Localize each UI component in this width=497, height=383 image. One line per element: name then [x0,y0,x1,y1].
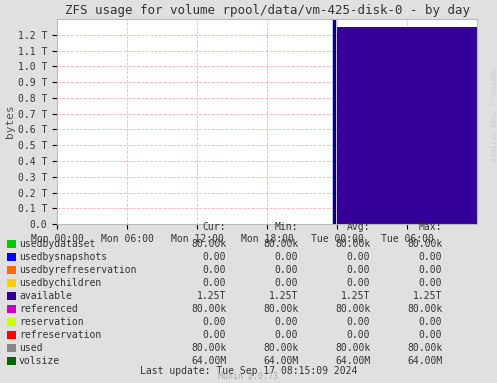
Text: 0.00: 0.00 [419,317,442,327]
Text: 64.00M: 64.00M [335,356,370,366]
Text: 0.00: 0.00 [275,317,298,327]
Text: 0.00: 0.00 [203,265,226,275]
Text: Max:: Max: [419,222,442,232]
Text: usedbyrefreservation: usedbyrefreservation [19,265,136,275]
Text: 0.00: 0.00 [203,317,226,327]
Text: 80.00k: 80.00k [191,343,226,353]
Text: 0.00: 0.00 [347,278,370,288]
Text: 0.00: 0.00 [347,265,370,275]
Text: volsize: volsize [19,356,60,366]
Text: Min:: Min: [275,222,298,232]
Text: refreservation: refreservation [19,330,101,340]
Text: 0.00: 0.00 [347,317,370,327]
Polygon shape [337,27,477,224]
Y-axis label: bytes: bytes [5,105,15,139]
Text: 0.00: 0.00 [203,252,226,262]
Text: available: available [19,291,72,301]
Text: 64.00M: 64.00M [263,356,298,366]
Text: RRDTOOL / TOBI OETIKER: RRDTOOL / TOBI OETIKER [489,68,495,162]
Text: usedbysnapshots: usedbysnapshots [19,252,107,262]
Text: 80.00k: 80.00k [263,239,298,249]
Text: 1.25T: 1.25T [413,291,442,301]
Text: Avg:: Avg: [347,222,370,232]
Text: Munin 2.0.73: Munin 2.0.73 [219,372,278,381]
Text: 0.00: 0.00 [203,330,226,340]
Text: 0.00: 0.00 [347,330,370,340]
Text: 1.25T: 1.25T [197,291,226,301]
Text: 0.00: 0.00 [419,330,442,340]
Text: 0.00: 0.00 [275,252,298,262]
Text: 1.25T: 1.25T [269,291,298,301]
Text: 80.00k: 80.00k [191,304,226,314]
Text: 64.00M: 64.00M [191,356,226,366]
Text: reservation: reservation [19,317,83,327]
Text: 80.00k: 80.00k [407,343,442,353]
Text: 80.00k: 80.00k [407,304,442,314]
Text: used: used [19,343,42,353]
Text: Last update: Tue Sep 17 08:15:09 2024: Last update: Tue Sep 17 08:15:09 2024 [140,366,357,376]
Text: 0.00: 0.00 [275,278,298,288]
Text: 80.00k: 80.00k [407,239,442,249]
Text: 0.00: 0.00 [419,252,442,262]
Text: usedbychildren: usedbychildren [19,278,101,288]
Text: 0.00: 0.00 [419,265,442,275]
Text: 0.00: 0.00 [347,252,370,262]
Text: 80.00k: 80.00k [191,239,226,249]
Text: 80.00k: 80.00k [263,343,298,353]
Text: 1.25T: 1.25T [341,291,370,301]
Text: referenced: referenced [19,304,78,314]
Text: usedbydataset: usedbydataset [19,239,95,249]
Text: 80.00k: 80.00k [335,239,370,249]
Text: Cur:: Cur: [203,222,226,232]
Title: ZFS usage for volume rpool/data/vm-425-disk-0 - by day: ZFS usage for volume rpool/data/vm-425-d… [65,3,470,16]
Text: 0.00: 0.00 [275,265,298,275]
Text: 80.00k: 80.00k [263,304,298,314]
Text: 0.00: 0.00 [203,278,226,288]
Text: 64.00M: 64.00M [407,356,442,366]
Text: 80.00k: 80.00k [335,304,370,314]
Text: 80.00k: 80.00k [335,343,370,353]
Text: 0.00: 0.00 [275,330,298,340]
Text: 0.00: 0.00 [419,278,442,288]
